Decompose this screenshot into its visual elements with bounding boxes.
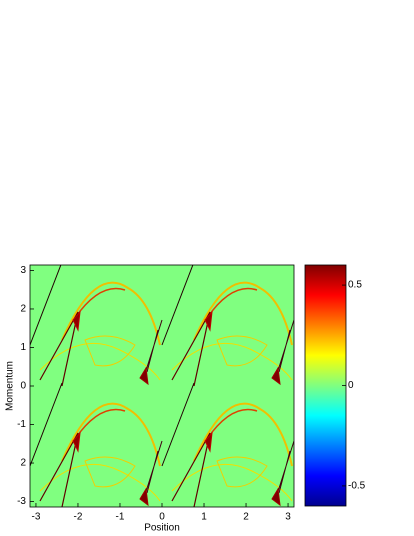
plot-area: [30, 265, 294, 507]
x-tick-label: 2: [243, 512, 249, 523]
y-axis-label: Momentum: [5, 361, 16, 411]
y-tick-label: 1: [20, 342, 26, 353]
x-tick-label: -2: [74, 512, 83, 523]
x-axis-label: Position: [144, 523, 180, 534]
y-tick-label: 2: [20, 304, 26, 315]
y-tick-label: 0: [20, 381, 26, 392]
y-tick-label: 2: [20, 458, 26, 469]
y-tick-label: 3: [20, 265, 26, 276]
x-tick-label: 0: [159, 512, 165, 523]
x-tick-label: -1: [116, 512, 125, 523]
x-tick-label: 3: [285, 512, 291, 523]
y-tick-label: -1: [17, 419, 26, 430]
colorbar-tick-label: 0: [348, 380, 354, 391]
colorbar: [304, 264, 347, 507]
x-tick-label: -3: [31, 512, 40, 523]
colorbar-tick-label: -0.5: [348, 481, 366, 492]
colorbar-tick-label: 0.5: [348, 280, 362, 291]
x-tick-label: 1: [201, 512, 207, 523]
y-tick-label: -3: [17, 496, 26, 507]
